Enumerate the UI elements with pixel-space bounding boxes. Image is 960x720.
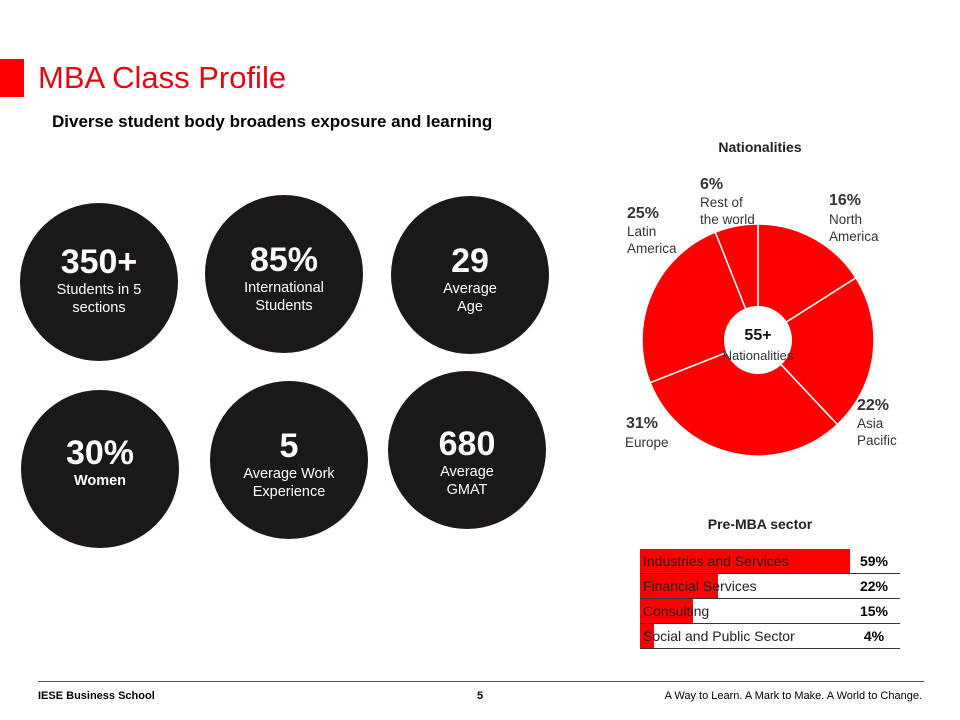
- sector-bar: [640, 599, 694, 623]
- page-title: MBA Class Profile: [38, 60, 287, 95]
- stat-label-line2: GMAT: [446, 482, 488, 498]
- slice-pct-latin-america: 25%: [627, 205, 660, 222]
- sector-value: 4%: [863, 628, 885, 644]
- donut-center-count: 55+: [744, 327, 772, 344]
- sector-bar: [640, 624, 655, 648]
- page-subtitle: Diverse student body broadens exposure a…: [52, 112, 493, 131]
- donut-hole: [724, 306, 792, 374]
- footer-school-name: IESE Business School: [38, 690, 155, 702]
- sector-value: 59%: [859, 553, 889, 569]
- stat-circle-age: 29 Average Age: [391, 196, 549, 354]
- sector-value: 15%: [859, 603, 889, 619]
- sector-label: Industries and Services: [643, 553, 789, 569]
- sector-value: 22%: [859, 578, 889, 594]
- stat-label-line2: Experience: [252, 484, 326, 500]
- sector-bar-table: Industries and Services 59% Financial Se…: [640, 549, 900, 649]
- slice-label-rest-of-world-line1: Rest of: [700, 195, 743, 210]
- sector-row: Financial Services 22%: [640, 574, 900, 599]
- stat-label-line1: Average: [440, 464, 494, 480]
- stat-circle-women: 30% Women: [21, 390, 179, 548]
- footer-divider: [38, 681, 924, 682]
- stat-label-line1: Women: [73, 473, 127, 489]
- slice-pct-rest-of-world: 6%: [700, 176, 724, 193]
- slice-label-latin-america-line2: America: [627, 241, 677, 256]
- slice-pct-north-america: 16%: [829, 192, 862, 209]
- footer-tagline: A Way to Learn. A Mark to Make. A World …: [664, 690, 922, 702]
- stat-circle-international: 85% International Students: [205, 195, 363, 353]
- sector-row: Consulting 15%: [640, 599, 900, 624]
- donut-center-label: Nationalities: [722, 348, 794, 363]
- stat-value: 29: [451, 242, 489, 280]
- stat-label-line2: Students: [255, 298, 313, 314]
- stat-label-line2: Age: [457, 299, 483, 315]
- pie-slice-asia-pacific: [756, 276, 875, 426]
- stat-value: 350+: [60, 243, 138, 281]
- slice-label-europe: Europe: [625, 435, 669, 450]
- page-number: 5: [476, 690, 484, 702]
- stat-label-line1: International: [244, 280, 324, 296]
- stat-label-line1: Average: [443, 281, 497, 297]
- sector-heading: Pre-MBA sector: [707, 516, 813, 532]
- slice-label-north-america-line2: America: [829, 229, 879, 244]
- slice-pct-asia-pacific: 22%: [857, 397, 890, 414]
- sector-bar: [640, 574, 719, 598]
- sector-label: Financial Services: [643, 578, 757, 594]
- slice-pct-europe: 31%: [626, 415, 659, 432]
- stat-label-line2: sections: [72, 300, 126, 316]
- pie-slice-europe: [649, 339, 839, 457]
- stat-label-line1: Students in 5: [56, 282, 142, 298]
- slice-label-rest-of-world-line2: the world: [700, 212, 755, 227]
- sector-label: Consulting: [643, 603, 710, 619]
- stat-value: 5: [279, 427, 299, 465]
- sector-label: Social and Public Sector: [643, 628, 795, 644]
- pie-slice-north-america: [757, 223, 857, 342]
- stat-value: 680: [438, 425, 496, 463]
- sector-bar: [640, 549, 850, 573]
- nationalities-heading: Nationalities: [718, 139, 802, 155]
- sector-row: Industries and Services 59%: [640, 549, 900, 574]
- sector-row: Social and Public Sector 4%: [640, 624, 900, 649]
- slice-label-asia-pacific-line2: Pacific: [857, 433, 897, 448]
- stat-value: 30%: [65, 434, 135, 472]
- title-accent-bar: [0, 59, 24, 97]
- slice-label-north-america-line1: North: [829, 212, 863, 227]
- slice-label-latin-america-line1: Latin: [627, 224, 657, 239]
- stat-circle-gmat: 680 Average GMAT: [388, 371, 546, 529]
- stat-label-line1: Average Work: [243, 466, 335, 482]
- slice-label-asia-pacific-line1: Asia: [857, 416, 884, 431]
- stat-value: 85%: [249, 241, 319, 279]
- stat-circle-students: 350+ Students in 5 sections: [20, 203, 178, 361]
- stat-circle-work-experience: 5 Average Work Experience: [210, 381, 368, 539]
